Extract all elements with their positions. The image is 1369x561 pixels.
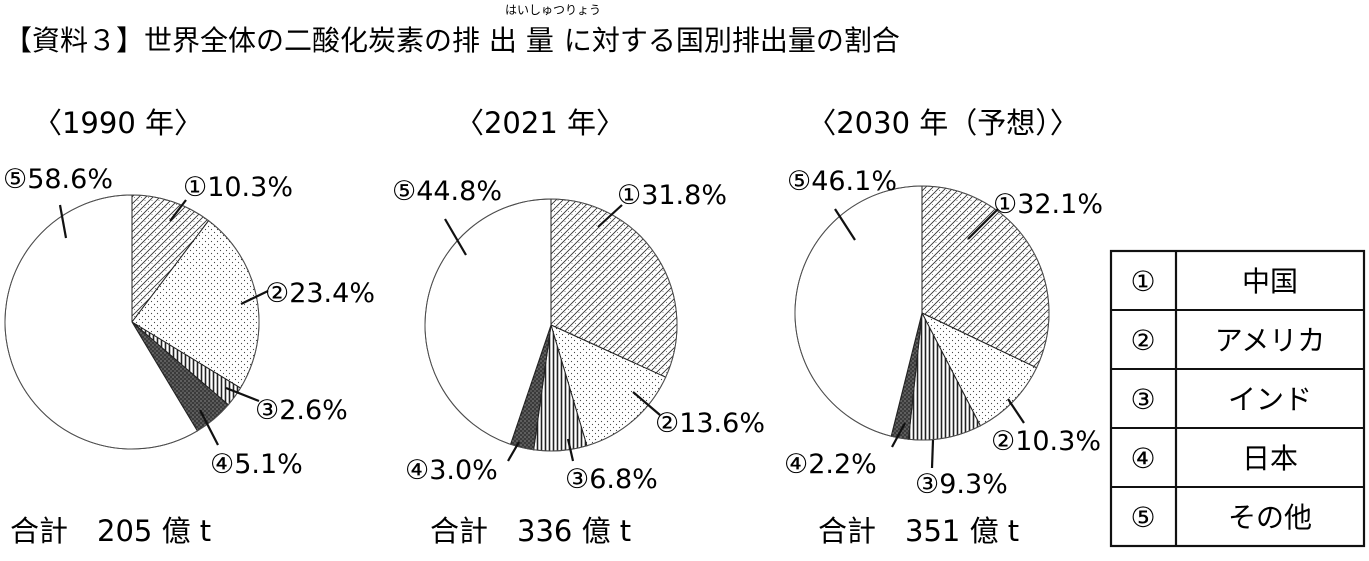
slice-label-1990-2: ②23.4% bbox=[265, 278, 375, 309]
pie-2030-title: 〈2030 年（予想）〉 bbox=[807, 106, 1079, 140]
leader-line bbox=[967, 208, 999, 240]
title-text-before: 【資料３】世界全体の二酸化炭素の bbox=[4, 24, 452, 57]
pie-2021-total: 合計 336 億 t bbox=[430, 514, 631, 548]
leader-line bbox=[834, 208, 856, 241]
slice-label-2021-1: ①31.8% bbox=[617, 180, 727, 211]
legend-name-3: インド bbox=[1228, 383, 1312, 416]
pie-outline bbox=[4, 194, 260, 450]
leader-line bbox=[891, 422, 906, 448]
legend-key-5: ⑤ bbox=[1130, 501, 1155, 534]
pie-1990-total: 合計 205 億 t bbox=[10, 514, 211, 548]
legend-key-2: ② bbox=[1130, 324, 1155, 357]
pie-2030-total: 合計 351 億 t bbox=[818, 514, 1019, 548]
title-text-main: 排 出 量 bbox=[452, 24, 554, 57]
leader-line bbox=[507, 441, 520, 462]
slice-label-2021-4: ④3.0% bbox=[405, 455, 498, 486]
leader-line bbox=[930, 439, 935, 469]
slice-label-1990-4: ④5.1% bbox=[210, 449, 303, 480]
legend-key-1: ① bbox=[1130, 265, 1155, 298]
pie-chart-2030 bbox=[794, 185, 1050, 441]
slice-label-2021-3: ③6.8% bbox=[565, 464, 658, 495]
legend-key-4: ④ bbox=[1130, 442, 1155, 475]
leader-line bbox=[169, 199, 187, 222]
figure-title: 【資料３】世界全体の二酸化炭素の排 出 量に対する国別排出量の割合 bbox=[4, 24, 900, 57]
leader-line bbox=[58, 204, 68, 239]
pie-chart-2021 bbox=[424, 198, 678, 452]
legend-name-1: 中国 bbox=[1242, 265, 1298, 298]
pie-outline bbox=[794, 185, 1050, 441]
slice-label-1990-5: ⑤58.6% bbox=[3, 164, 113, 195]
slice-label-2030-2: ②10.3% bbox=[991, 426, 1101, 457]
leader-line bbox=[597, 204, 623, 228]
slice-label-1990-1: ①10.3% bbox=[183, 172, 293, 203]
pie-chart-1990 bbox=[4, 194, 260, 450]
legend-key-3: ③ bbox=[1130, 383, 1155, 416]
pie-1990-title: 〈1990 年〉 bbox=[33, 106, 203, 140]
leader-line bbox=[632, 391, 661, 416]
legend-table: ① 中国 ② アメリカ ③ インド ④ 日本 ⑤ その他 bbox=[1109, 249, 1366, 548]
title-text-after: に対する国別排出量の割合 bbox=[564, 24, 900, 57]
slice-label-2021-5: ⑤44.8% bbox=[392, 176, 502, 207]
leader-line bbox=[225, 386, 260, 403]
slice-label-1990-3: ③2.6% bbox=[255, 395, 348, 426]
title-ruby: はいしゅつりょう bbox=[505, 3, 601, 17]
pie-2021-title: 〈2021 年〉 bbox=[455, 106, 625, 140]
slice-label-2030-5: ⑤46.1% bbox=[787, 166, 897, 197]
slice-label-2021-2: ②13.6% bbox=[655, 408, 765, 439]
legend-name-4: 日本 bbox=[1242, 442, 1298, 475]
pie-outline bbox=[424, 198, 678, 452]
leader-lines bbox=[58, 199, 1025, 469]
slice-label-2030-4: ④2.2% bbox=[784, 449, 877, 480]
leader-line bbox=[240, 290, 269, 305]
legend-border bbox=[1109, 249, 1366, 548]
legend-name-2: アメリカ bbox=[1215, 324, 1326, 357]
legend-name-5: その他 bbox=[1228, 501, 1312, 534]
leader-line bbox=[199, 409, 219, 446]
slice-label-2030-3: ③9.3% bbox=[915, 469, 1008, 500]
leader-line bbox=[1007, 398, 1025, 424]
leader-line bbox=[444, 218, 467, 256]
slice-label-2030-1: ①32.1% bbox=[993, 189, 1103, 220]
leader-line bbox=[566, 438, 575, 462]
